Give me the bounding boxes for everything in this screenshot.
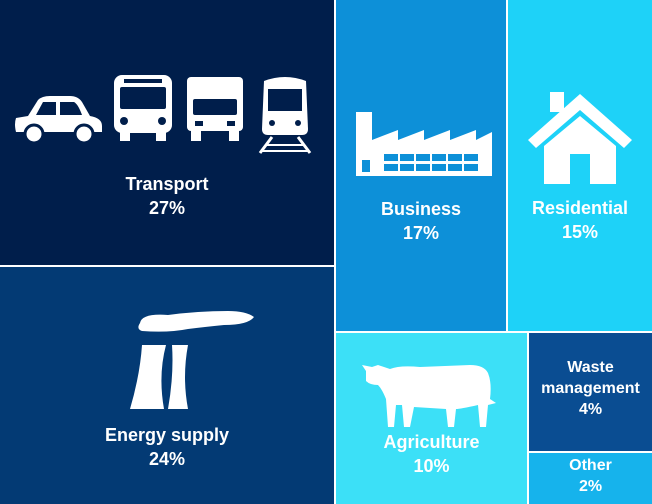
tile-label-residential: Residential 15% — [508, 196, 652, 244]
car-icon — [15, 96, 102, 144]
tile-transport: Transport 27% — [0, 0, 334, 265]
cow-icon — [362, 365, 496, 427]
tile-name: Residential — [531, 198, 629, 218]
tile-name: Waste management — [541, 359, 640, 397]
tile-label-agriculture: Agriculture 10% — [336, 430, 527, 478]
tile-business: Business 17% — [336, 0, 506, 331]
tile-energy-supply: Energy supply 24% — [0, 267, 334, 504]
tile-label-other: Other 2% — [529, 455, 652, 497]
tile-name: Business — [380, 199, 462, 219]
truck-icon — [187, 77, 243, 141]
tile-value: 2% — [578, 478, 603, 495]
tile-name: Transport — [125, 174, 209, 194]
tile-name: Energy supply — [104, 425, 230, 445]
tile-agriculture: Agriculture 10% — [336, 333, 527, 504]
tile-label-business: Business 17% — [336, 197, 506, 245]
factory-icon — [356, 112, 492, 176]
tile-label-energy-supply: Energy supply 24% — [0, 423, 334, 471]
tile-name: Other — [569, 457, 612, 474]
tile-value: 24% — [148, 449, 186, 469]
house-icon — [528, 92, 632, 184]
bus-icon — [114, 75, 172, 141]
tile-value: 4% — [578, 401, 603, 418]
tile-name: Agriculture — [383, 432, 480, 452]
tile-value: 17% — [402, 223, 440, 243]
tile-waste-management: Waste management 4% — [529, 333, 652, 451]
tile-other: Other 2% — [529, 453, 652, 504]
tile-value: 15% — [561, 222, 599, 242]
tile-label-waste-management: Waste management 4% — [529, 357, 652, 420]
tile-value: 27% — [148, 198, 186, 218]
train-icon — [258, 77, 312, 154]
tile-residential: Residential 15% — [508, 0, 652, 331]
power-station-icon — [130, 311, 254, 409]
tile-label-transport: Transport 27% — [0, 172, 334, 220]
tile-value: 10% — [413, 456, 450, 476]
